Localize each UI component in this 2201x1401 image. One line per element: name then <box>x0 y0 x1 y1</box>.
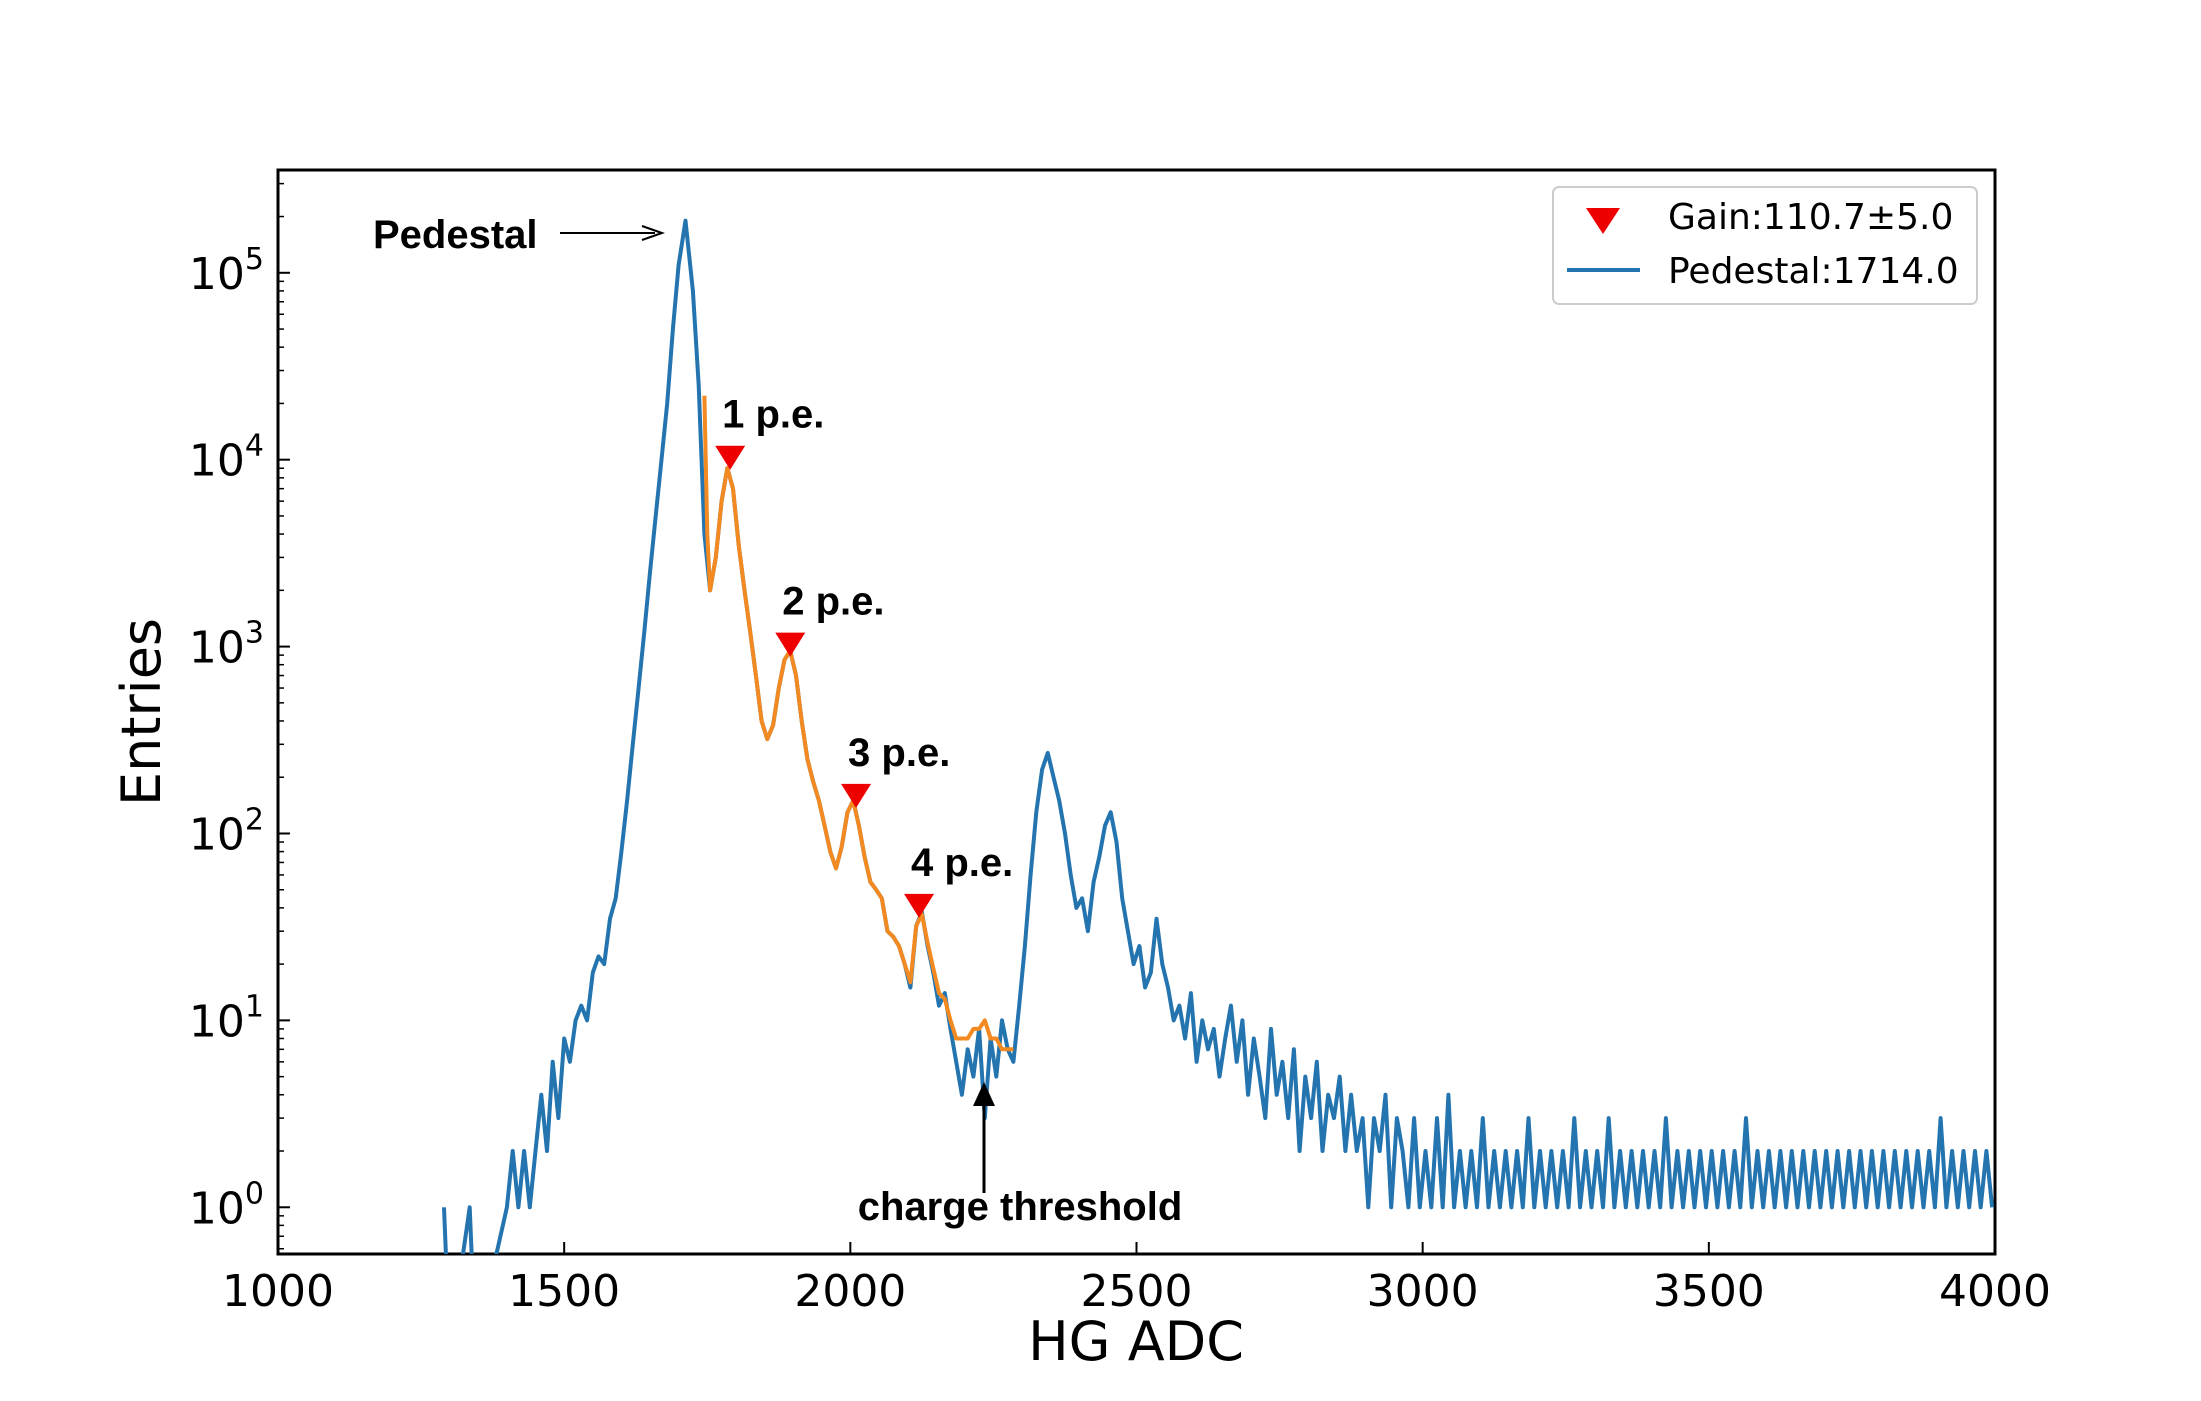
x-tick-label: 1000 <box>222 1266 334 1317</box>
x-axis-ticks: 1000 1500 2000 2500 3000 3500 4000 <box>222 1242 2051 1317</box>
legend: Gain:110.7±5.0 Pedestal:1714.0 <box>1552 186 1978 305</box>
legend-gain-marker <box>1586 208 1620 234</box>
fit-series-line <box>702 395 1014 1052</box>
peak-marker <box>904 893 935 918</box>
x-axis-label: HG ADC <box>1028 1310 1244 1373</box>
y-axis-ticks: 100 101 102 103 104 105 <box>189 182 290 1250</box>
legend-gain-label: Gain:110.7±5.0 <box>1668 197 1953 238</box>
charge-threshold-annotation: charge threshold <box>858 1185 1183 1229</box>
y-tick-label: 105 <box>189 242 264 300</box>
pedestal-annotation: Pedestal <box>373 213 538 257</box>
peak-marker <box>775 632 806 657</box>
x-tick-label: 2000 <box>794 1266 906 1317</box>
y-axis-label: Entries <box>110 618 173 806</box>
peak-label: 1 p.e. <box>722 393 824 437</box>
y-tick-label: 102 <box>189 802 264 860</box>
plot-frame <box>276 168 1997 1256</box>
x-tick-label: 4000 <box>1939 1266 2051 1317</box>
spectrum-series-line <box>442 218 1995 1254</box>
peak-marker <box>715 445 746 470</box>
peak-marker <box>841 783 872 808</box>
x-tick-label: 3000 <box>1367 1266 1479 1317</box>
y-tick-label: 104 <box>189 429 264 487</box>
peak-markers: 1 p.e. 2 p.e. 3 p.e. 4 p.e. <box>715 393 1013 918</box>
charge-threshold-arrow <box>973 1082 995 1193</box>
x-tick-label: 2500 <box>1081 1266 1193 1317</box>
legend-box <box>1552 186 1978 305</box>
legend-pedestal-label: Pedestal:1714.0 <box>1668 251 1959 292</box>
x-tick-label: 3500 <box>1653 1266 1765 1317</box>
peak-label: 4 p.e. <box>911 841 1013 885</box>
pedestal-arrow <box>560 225 666 241</box>
y-tick-label: 103 <box>189 616 264 674</box>
peak-label: 2 p.e. <box>782 580 884 624</box>
x-tick-label: 1500 <box>508 1266 620 1317</box>
peak-label: 3 p.e. <box>848 731 950 775</box>
y-tick-label: 101 <box>189 989 264 1047</box>
y-tick-label: 100 <box>189 1176 264 1234</box>
